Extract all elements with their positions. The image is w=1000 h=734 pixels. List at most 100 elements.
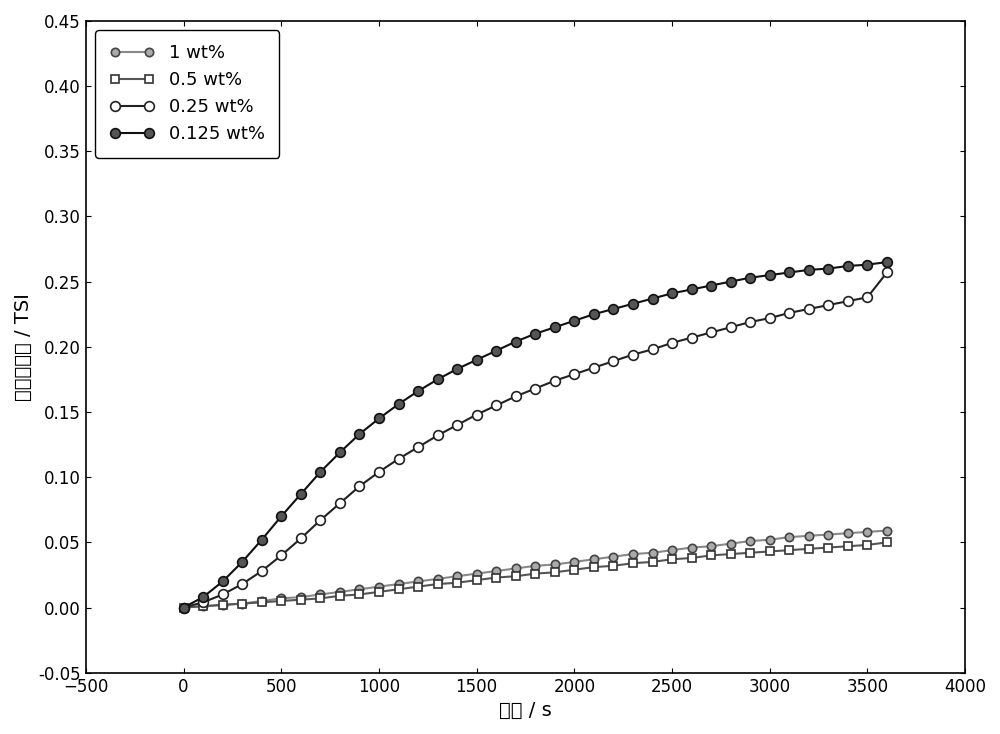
1 wt% [568,558,580,567]
1 wt% [607,552,619,561]
1 wt% [861,528,873,537]
1 wt% [783,533,795,542]
Line: 0.5 wt%: 0.5 wt% [179,538,891,611]
1 wt% [275,594,287,603]
0.125 wt% [256,535,268,544]
0.5 wt% [549,568,561,577]
1 wt% [510,564,522,573]
1 wt% [217,600,229,609]
0.125 wt% [275,512,287,520]
0.5 wt% [471,575,483,584]
1 wt% [627,550,639,559]
0.25 wt% [197,598,209,607]
0.25 wt% [627,350,639,359]
0.5 wt% [725,550,737,559]
0.5 wt% [783,546,795,555]
0.25 wt% [783,308,795,317]
0.5 wt% [627,559,639,567]
1 wt% [881,526,893,535]
0.125 wt% [178,603,190,612]
0.5 wt% [510,572,522,581]
1 wt% [432,575,444,584]
0.125 wt% [705,281,717,290]
0.125 wt% [353,429,365,438]
0.125 wt% [217,577,229,586]
0.125 wt% [314,468,326,476]
0.25 wt% [842,297,854,305]
0.125 wt% [686,285,698,294]
Legend: 1 wt%, 0.5 wt%, 0.25 wt%, 0.125 wt%: 1 wt%, 0.5 wt%, 0.25 wt%, 0.125 wt% [95,30,279,158]
0.5 wt% [432,580,444,589]
1 wt% [314,590,326,599]
0.125 wt% [822,264,834,273]
0.5 wt% [217,600,229,609]
0.25 wt% [373,468,385,476]
0.5 wt% [861,540,873,549]
0.125 wt% [197,592,209,601]
0.125 wt% [764,271,776,280]
0.125 wt% [783,268,795,277]
0.125 wt% [803,266,815,275]
0.25 wt% [256,567,268,575]
0.5 wt% [275,597,287,606]
0.5 wt% [568,565,580,574]
0.5 wt% [529,569,541,578]
0.5 wt% [314,594,326,603]
0.125 wt% [471,355,483,364]
0.25 wt% [432,431,444,440]
0.25 wt% [334,499,346,508]
0.5 wt% [822,543,834,552]
1 wt% [353,585,365,594]
1 wt% [764,535,776,544]
1 wt% [236,599,248,608]
1 wt% [373,582,385,591]
0.25 wt% [236,580,248,589]
0.125 wt% [490,346,502,355]
0.25 wt% [803,305,815,313]
0.125 wt% [529,330,541,338]
0.25 wt% [295,534,307,543]
0.25 wt% [744,318,756,327]
0.5 wt% [803,545,815,553]
0.5 wt% [647,558,659,567]
0.5 wt% [588,563,600,572]
0.5 wt% [881,538,893,547]
0.25 wt% [588,363,600,372]
0.25 wt% [393,454,405,463]
0.5 wt% [236,599,248,608]
1 wt% [256,597,268,606]
0.125 wt% [432,375,444,384]
Line: 0.125 wt%: 0.125 wt% [179,257,892,612]
1 wt% [647,548,659,557]
1 wt% [822,530,834,539]
0.25 wt% [822,301,834,310]
1 wt% [744,537,756,545]
0.25 wt% [568,370,580,379]
Y-axis label: 稳定性指数 / TSI: 稳定性指数 / TSI [14,293,33,401]
0.5 wt% [842,542,854,550]
0.5 wt% [705,551,717,560]
0.25 wt% [705,328,717,337]
0.5 wt% [764,547,776,556]
0.25 wt% [725,323,737,332]
0.25 wt% [490,401,502,410]
Line: 1 wt%: 1 wt% [179,526,891,611]
0.5 wt% [666,555,678,564]
0.125 wt% [607,305,619,313]
0.5 wt% [373,587,385,596]
0.25 wt% [353,482,365,491]
1 wt% [529,562,541,570]
0.125 wt% [627,299,639,308]
1 wt% [451,572,463,581]
0.25 wt% [275,551,287,560]
0.25 wt% [217,590,229,599]
0.5 wt% [295,595,307,604]
X-axis label: 时间 / s: 时间 / s [499,701,552,720]
0.25 wt% [647,345,659,354]
0.5 wt% [256,598,268,607]
1 wt% [490,567,502,575]
0.5 wt% [607,562,619,570]
1 wt% [725,539,737,548]
0.125 wt% [236,558,248,567]
0.125 wt% [588,310,600,319]
